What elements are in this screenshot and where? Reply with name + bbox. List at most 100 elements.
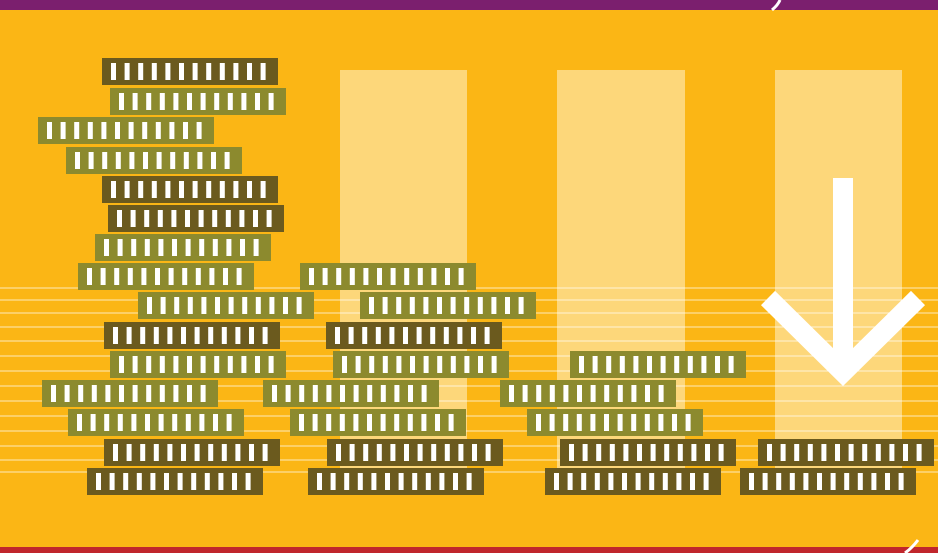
coin-slit bbox=[609, 444, 615, 461]
coin-slit bbox=[445, 268, 450, 285]
coin-slit bbox=[249, 327, 254, 344]
coin bbox=[527, 409, 703, 436]
coin-slit bbox=[128, 122, 134, 139]
coin-slit bbox=[170, 152, 176, 169]
coin-slit bbox=[195, 268, 201, 285]
coin-slit bbox=[794, 444, 800, 461]
coin-slit bbox=[554, 473, 559, 490]
coin-slit bbox=[123, 473, 129, 490]
coin-slit bbox=[862, 444, 868, 461]
coin-slit bbox=[484, 327, 490, 344]
coin-slit bbox=[146, 356, 152, 373]
coin-slit bbox=[206, 63, 212, 80]
coin-slit bbox=[185, 414, 191, 431]
coin-slit bbox=[417, 268, 423, 285]
coin-slit bbox=[701, 356, 707, 373]
coin-slit bbox=[156, 152, 162, 169]
coin-slit bbox=[423, 356, 429, 373]
coin-slit bbox=[690, 473, 695, 490]
coin bbox=[740, 468, 916, 495]
coin-slit bbox=[272, 385, 277, 402]
coin-slit bbox=[181, 327, 186, 344]
coin-slit bbox=[363, 268, 369, 285]
coin bbox=[38, 117, 214, 144]
coin-slit bbox=[201, 297, 207, 314]
coin-slit bbox=[145, 414, 150, 431]
coin-slit bbox=[192, 181, 198, 198]
down-arrow bbox=[760, 178, 926, 387]
coin-slit bbox=[677, 444, 683, 461]
coin-slit bbox=[421, 414, 427, 431]
coin-slit bbox=[596, 444, 602, 461]
coin-slit bbox=[590, 414, 596, 431]
coin bbox=[333, 351, 509, 378]
coin-slit bbox=[182, 268, 188, 285]
coin-slit bbox=[444, 444, 450, 461]
coin-slit bbox=[117, 414, 123, 431]
coin-slit bbox=[390, 268, 396, 285]
coin-slit bbox=[236, 268, 242, 285]
coin-slit bbox=[239, 210, 245, 227]
coin-slit bbox=[143, 152, 148, 169]
coin-slit bbox=[355, 356, 361, 373]
coin-slit bbox=[885, 473, 890, 490]
coin-slit bbox=[453, 473, 458, 490]
coin-stacks bbox=[38, 58, 934, 495]
coin-slit bbox=[255, 356, 260, 373]
coin-slit bbox=[377, 268, 382, 285]
coin-slit bbox=[491, 356, 497, 373]
coin-slit bbox=[691, 444, 697, 461]
coin-slit bbox=[349, 444, 355, 461]
coin-slit bbox=[412, 473, 418, 490]
coin bbox=[95, 234, 271, 261]
coin bbox=[360, 292, 536, 319]
coin-slit bbox=[131, 239, 137, 256]
coin-slit bbox=[101, 122, 107, 139]
coin-slit bbox=[247, 63, 252, 80]
coin-slit bbox=[408, 385, 413, 402]
coin-slit bbox=[389, 327, 395, 344]
coin-slit bbox=[172, 239, 177, 256]
coin bbox=[108, 205, 284, 232]
coin-slit bbox=[111, 63, 116, 80]
coin-slit bbox=[309, 268, 314, 285]
coin-slit bbox=[233, 181, 239, 198]
coin-slit bbox=[594, 473, 600, 490]
coin-slit bbox=[336, 268, 342, 285]
coin-slit bbox=[204, 473, 210, 490]
coin-slit bbox=[466, 473, 472, 490]
coin-slit bbox=[187, 385, 192, 402]
coin-slit bbox=[718, 444, 724, 461]
coin-slit bbox=[199, 414, 205, 431]
coin-slit bbox=[348, 327, 354, 344]
coin bbox=[138, 292, 314, 319]
coin bbox=[327, 439, 503, 466]
coin-slit bbox=[147, 297, 152, 314]
coin bbox=[300, 263, 476, 290]
coin bbox=[102, 176, 278, 203]
coin-slit bbox=[224, 152, 230, 169]
coin-slit bbox=[209, 268, 215, 285]
coin-slit bbox=[857, 473, 863, 490]
coin-slit bbox=[119, 385, 124, 402]
coin-slit bbox=[206, 181, 212, 198]
coin-slit bbox=[153, 444, 159, 461]
coin-slit bbox=[622, 473, 627, 490]
coin-slit bbox=[317, 473, 322, 490]
coin-slit bbox=[367, 385, 373, 402]
coin-slit bbox=[817, 473, 822, 490]
coin-slit bbox=[404, 268, 410, 285]
coin-slit bbox=[60, 122, 66, 139]
coin-slit bbox=[179, 181, 184, 198]
coin-slit bbox=[269, 297, 275, 314]
coin-slit bbox=[245, 473, 251, 490]
coin-slit bbox=[398, 473, 404, 490]
coin-slit bbox=[416, 327, 422, 344]
coin-slit bbox=[563, 385, 569, 402]
coin-slit bbox=[477, 297, 483, 314]
coin-slit bbox=[563, 414, 569, 431]
coin-slit bbox=[74, 122, 80, 139]
coin-slit bbox=[335, 327, 340, 344]
coin-slit bbox=[631, 414, 637, 431]
coin-slit bbox=[789, 473, 795, 490]
